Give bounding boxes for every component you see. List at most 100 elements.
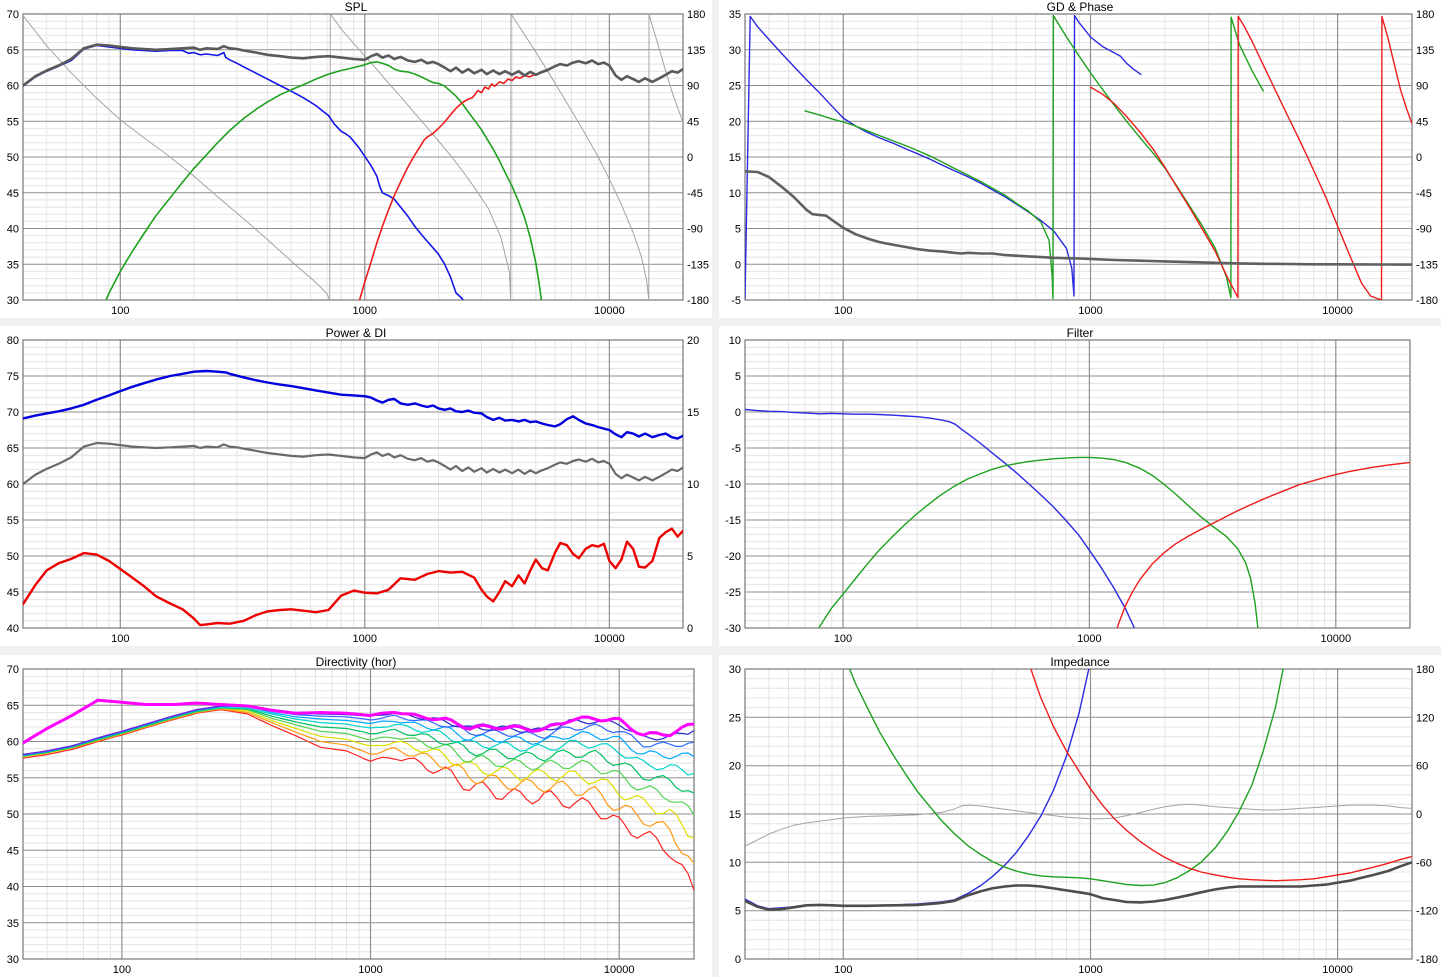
power-di-chart-panel: 40 45 50 55 60 65 70 75 80 0 5 10 15 20 100 1000 10000 P… <box>0 326 712 646</box>
svg-text:70: 70 <box>7 407 19 419</box>
svg-text:10: 10 <box>729 857 741 869</box>
svg-text:1000: 1000 <box>1078 964 1102 976</box>
svg-text:135: 135 <box>1416 45 1434 57</box>
power-di-plot[interactable]: 40 45 50 55 60 65 70 75 80 0 5 10 15 20 100 1000 10000 <box>0 326 712 646</box>
svg-text:60: 60 <box>7 737 19 749</box>
svg-text:40: 40 <box>7 224 19 236</box>
svg-text:30: 30 <box>729 664 741 676</box>
svg-text:25: 25 <box>729 712 741 724</box>
svg-text:20: 20 <box>729 116 741 128</box>
svg-text:100: 100 <box>113 964 131 976</box>
directivity-chart-panel: 30 35 40 45 50 55 60 65 70 100 1000 10000 Directivi… <box>0 655 712 977</box>
svg-text:0: 0 <box>735 407 741 419</box>
svg-text:1000: 1000 <box>353 305 377 317</box>
svg-text:1000: 1000 <box>358 964 382 976</box>
svg-text:-180: -180 <box>687 295 709 307</box>
svg-text:75: 75 <box>7 371 19 383</box>
svg-text:180: 180 <box>1416 664 1434 676</box>
svg-text:65: 65 <box>7 45 19 57</box>
svg-text:55: 55 <box>7 773 19 785</box>
svg-text:50: 50 <box>7 551 19 563</box>
svg-text:55: 55 <box>7 116 19 128</box>
svg-text:25: 25 <box>729 81 741 93</box>
gd-phase-plot[interactable]: -5 0 5 10 15 20 25 30 35 -180 -135 -90 -45 0 45 90 135 18… <box>719 0 1441 318</box>
svg-text:1000: 1000 <box>353 633 377 645</box>
svg-text:20: 20 <box>687 335 699 347</box>
svg-text:-5: -5 <box>731 295 741 307</box>
svg-text:5: 5 <box>735 906 741 918</box>
svg-text:45: 45 <box>7 188 19 200</box>
svg-text:10: 10 <box>729 188 741 200</box>
impedance-chart-panel: 0 5 10 15 20 25 30 -180 -120 -60 0 60 120 180 100 1000 1… <box>719 655 1441 977</box>
svg-text:100: 100 <box>111 633 129 645</box>
svg-text:0: 0 <box>735 259 741 271</box>
svg-text:35: 35 <box>7 918 19 930</box>
gd-phase-chart-title: GD & Phase <box>1046 0 1114 14</box>
svg-text:50: 50 <box>7 152 19 164</box>
svg-text:30: 30 <box>7 954 19 966</box>
svg-text:10000: 10000 <box>604 964 635 976</box>
svg-text:10: 10 <box>687 479 699 491</box>
svg-text:15: 15 <box>729 809 741 821</box>
svg-text:15: 15 <box>687 407 699 419</box>
impedance-chart-title: Impedance <box>1050 655 1110 669</box>
svg-text:35: 35 <box>7 259 19 271</box>
svg-text:40: 40 <box>7 623 19 635</box>
svg-text:100: 100 <box>834 305 852 317</box>
svg-text:40: 40 <box>7 882 19 894</box>
spl-chart-panel: 30 35 40 45 50 55 60 65 70 -180 -135 -90 -45 0 45 90 135… <box>0 0 712 318</box>
filter-plot[interactable]: -30 -25 -20 -15 -10 -5 0 5 10 100 1000 10000 <box>719 326 1441 646</box>
svg-text:70: 70 <box>7 9 19 21</box>
svg-text:10000: 10000 <box>1321 633 1352 645</box>
svg-text:60: 60 <box>1416 761 1428 773</box>
svg-text:10: 10 <box>729 335 741 347</box>
svg-text:45: 45 <box>687 116 699 128</box>
svg-text:0: 0 <box>1416 809 1422 821</box>
svg-text:90: 90 <box>687 81 699 93</box>
svg-text:0: 0 <box>1416 152 1422 164</box>
filter-chart-panel: -30 -25 -20 -15 -10 -5 0 5 10 100 1000 10000 Filter <box>719 326 1441 646</box>
svg-text:5: 5 <box>735 224 741 236</box>
svg-text:1000: 1000 <box>1078 305 1102 317</box>
svg-text:10000: 10000 <box>1322 964 1353 976</box>
svg-text:5: 5 <box>735 371 741 383</box>
svg-text:45: 45 <box>7 587 19 599</box>
svg-text:10000: 10000 <box>594 633 625 645</box>
svg-text:-120: -120 <box>1416 906 1438 918</box>
svg-text:180: 180 <box>687 9 705 21</box>
svg-text:50: 50 <box>7 809 19 821</box>
spl-chart-title: SPL <box>344 0 368 14</box>
svg-text:-135: -135 <box>687 259 709 271</box>
svg-text:90: 90 <box>1416 81 1428 93</box>
svg-text:45: 45 <box>1416 116 1428 128</box>
svg-text:30: 30 <box>7 295 19 307</box>
svg-text:65: 65 <box>7 700 19 712</box>
directivity-plot[interactable]: 30 35 40 45 50 55 60 65 70 100 1000 10000 <box>0 655 712 977</box>
svg-text:70: 70 <box>7 664 19 676</box>
svg-text:1000: 1000 <box>1077 633 1101 645</box>
svg-text:35: 35 <box>729 9 741 21</box>
svg-text:-135: -135 <box>1416 259 1438 271</box>
svg-text:-90: -90 <box>1416 224 1432 236</box>
svg-text:0: 0 <box>687 152 693 164</box>
svg-text:135: 135 <box>687 45 705 57</box>
svg-text:-10: -10 <box>725 479 741 491</box>
spl-plot[interactable]: 30 35 40 45 50 55 60 65 70 -180 -135 -90 -45 0 45 90 135… <box>0 0 712 318</box>
svg-text:-20: -20 <box>725 551 741 563</box>
filter-chart-title: Filter <box>1066 326 1094 340</box>
svg-text:60: 60 <box>7 81 19 93</box>
svg-text:100: 100 <box>834 964 852 976</box>
svg-text:-45: -45 <box>1416 188 1432 200</box>
svg-text:-180: -180 <box>1416 954 1438 966</box>
svg-text:-30: -30 <box>725 623 741 635</box>
svg-text:10000: 10000 <box>1322 305 1353 317</box>
svg-text:60: 60 <box>7 479 19 491</box>
svg-text:100: 100 <box>834 633 852 645</box>
power-di-chart-title: Power & DI <box>325 326 387 340</box>
svg-text:65: 65 <box>7 443 19 455</box>
svg-text:-15: -15 <box>725 515 741 527</box>
gd-phase-chart-panel: -5 0 5 10 15 20 25 30 35 -180 -135 -90 -45 0 45 90 135 18… <box>719 0 1441 318</box>
impedance-plot[interactable]: 0 5 10 15 20 25 30 -180 -120 -60 0 60 120 180 100 1000 1… <box>719 655 1441 977</box>
svg-text:80: 80 <box>7 335 19 347</box>
